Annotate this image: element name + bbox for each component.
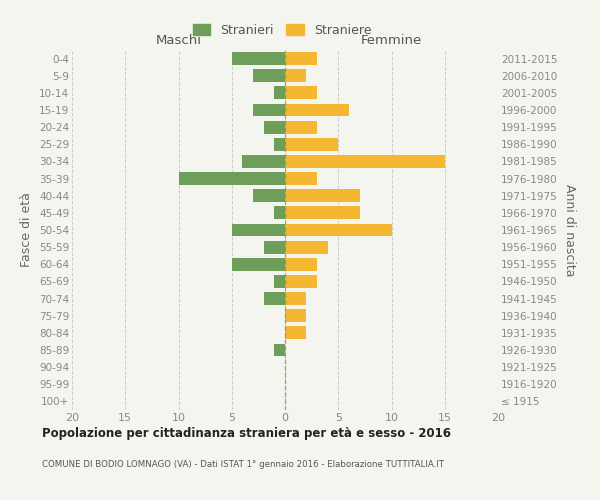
Legend: Stranieri, Straniere: Stranieri, Straniere (188, 18, 376, 42)
Bar (179, 172, 285, 185)
Bar (232, 258, 285, 270)
Y-axis label: Anni di nascita: Anni di nascita (563, 184, 576, 276)
Bar (253, 70, 285, 82)
Bar (274, 206, 285, 220)
Text: Maschi: Maschi (155, 34, 202, 46)
Bar (285, 258, 317, 270)
Y-axis label: Fasce di età: Fasce di età (20, 192, 34, 268)
Text: COMUNE DI BODIO LOMNAGO (VA) - Dati ISTAT 1° gennaio 2016 - Elaborazione TUTTITA: COMUNE DI BODIO LOMNAGO (VA) - Dati ISTA… (42, 460, 444, 469)
Bar (285, 70, 307, 82)
Bar (285, 310, 307, 322)
Bar (285, 52, 317, 65)
Bar (274, 138, 285, 150)
Bar (253, 104, 285, 117)
Bar (253, 190, 285, 202)
Bar (274, 344, 285, 356)
Bar (285, 240, 328, 254)
Bar (285, 138, 338, 150)
Bar (285, 224, 392, 236)
Bar (285, 120, 317, 134)
Bar (242, 155, 285, 168)
Bar (285, 86, 317, 100)
Bar (264, 240, 285, 254)
Bar (285, 326, 307, 340)
Bar (274, 275, 285, 288)
Bar (285, 275, 317, 288)
Bar (232, 224, 285, 236)
Bar (232, 52, 285, 65)
Text: Femmine: Femmine (361, 34, 422, 46)
Bar (264, 120, 285, 134)
Bar (285, 190, 359, 202)
Bar (264, 292, 285, 305)
Bar (285, 172, 317, 185)
Bar (274, 86, 285, 100)
Bar (285, 206, 359, 220)
Bar (285, 155, 445, 168)
Bar (285, 292, 307, 305)
Bar (285, 104, 349, 117)
Text: Popolazione per cittadinanza straniera per età e sesso - 2016: Popolazione per cittadinanza straniera p… (42, 428, 451, 440)
